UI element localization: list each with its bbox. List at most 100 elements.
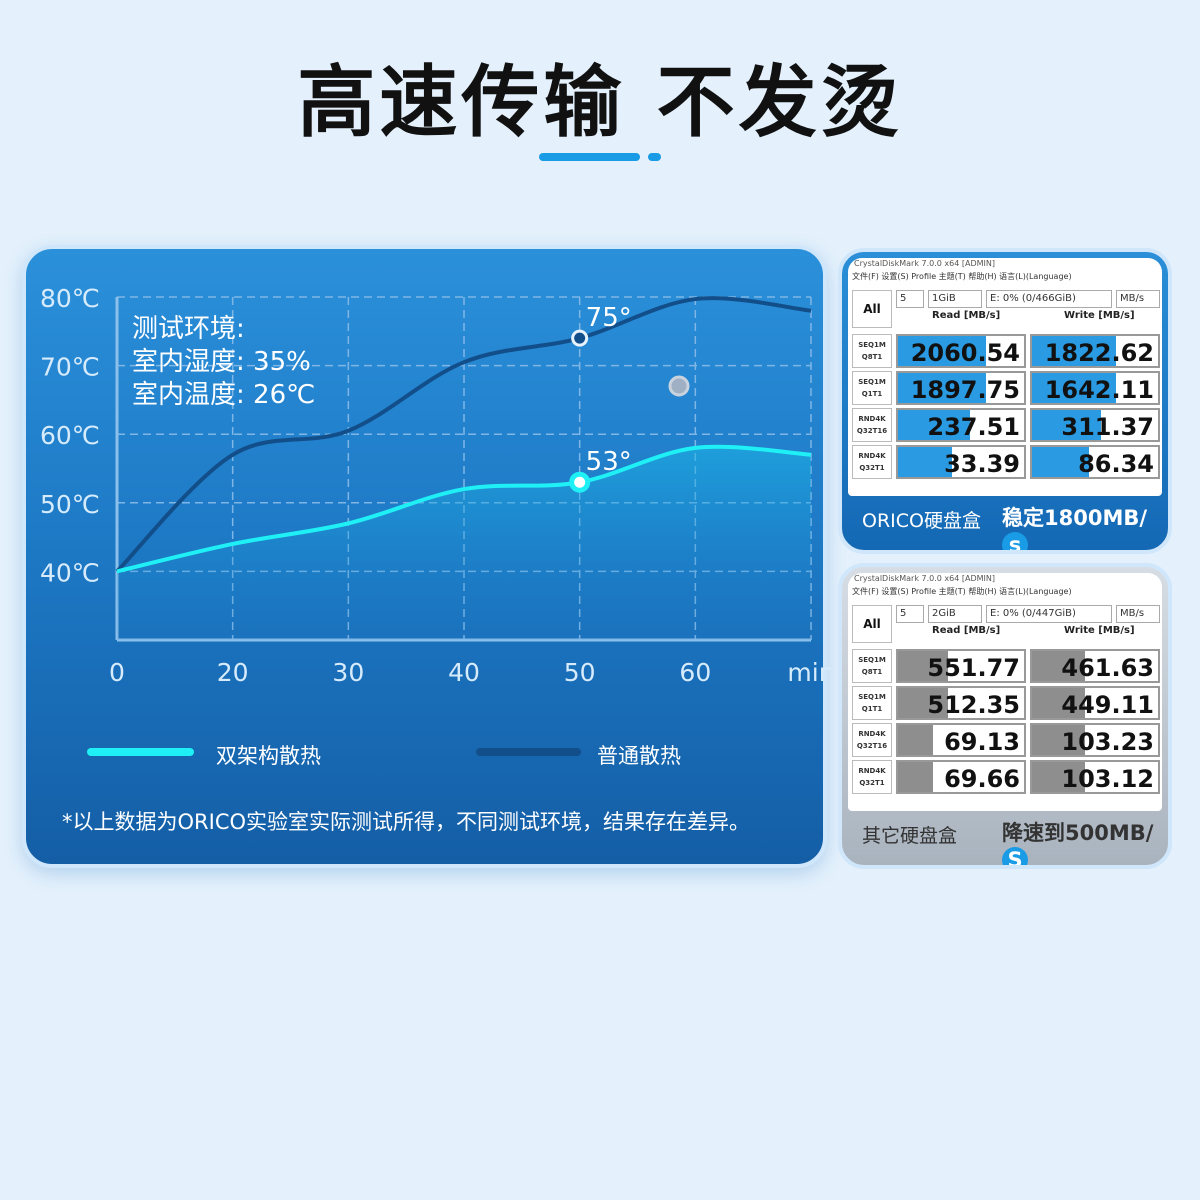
- test-queue: Q32T16: [856, 427, 888, 435]
- read-result: 2060.54: [896, 334, 1026, 368]
- read-bar: [898, 688, 949, 718]
- footer-claim: 稳定1800MB/s: [1002, 502, 1168, 550]
- write-result: 461.63: [1030, 649, 1160, 683]
- write-bar: [1032, 373, 1117, 403]
- legend-dual: 双架构散热: [216, 744, 321, 768]
- x-tick-label: 30: [332, 658, 364, 687]
- read-value: 69.66: [944, 765, 1020, 793]
- all-button[interactable]: All: [852, 290, 892, 328]
- drive-select[interactable]: E: 0% (0/466GiB): [986, 290, 1112, 308]
- write-bar: [1032, 762, 1085, 792]
- size-select[interactable]: 1GiB: [928, 290, 982, 308]
- speed-claim: 稳定1800MB/: [1002, 506, 1148, 530]
- count-select[interactable]: 5: [896, 290, 924, 308]
- size-select[interactable]: 2GiB: [928, 605, 982, 623]
- y-tick-label: 70℃: [40, 353, 100, 382]
- read-result: 69.13: [896, 723, 1026, 757]
- x-tick-label: 40: [448, 658, 480, 687]
- read-result: 237.51: [896, 408, 1026, 442]
- series-line-dual: [116, 444, 812, 574]
- read-value: 1897.75: [910, 376, 1020, 404]
- read-value: 237.51: [927, 413, 1020, 441]
- test-name: RND4K: [858, 415, 886, 423]
- env-label: 测试环境:: [132, 314, 245, 344]
- read-bar: [898, 651, 949, 681]
- write-result: 449.11: [1030, 686, 1160, 720]
- test-name: SEQ1M: [858, 656, 886, 664]
- window-title: CrystalDiskMark 7.0.0 x64 [ADMIN]: [854, 259, 995, 268]
- legend-normal: 普通散热: [597, 744, 681, 768]
- test-queue: Q1T1: [861, 705, 883, 713]
- test-queue: Q8T1: [861, 353, 883, 361]
- test-name: SEQ1M: [858, 341, 886, 349]
- read-result: 1897.75: [896, 371, 1026, 405]
- read-bar: [898, 336, 987, 366]
- point-normal-50: [571, 329, 589, 347]
- series-line-normal: [115, 296, 812, 573]
- read-result: 551.77: [896, 649, 1026, 683]
- legend-swatch-dual: [87, 748, 194, 756]
- menu-bar[interactable]: 文件(F) 设置(S) Profile 主题(T) 帮助(H) 语言(L)(La…: [852, 272, 1072, 281]
- read-value: 33.39: [944, 450, 1020, 478]
- write-bar: [1032, 410, 1102, 440]
- count-select[interactable]: 5: [896, 605, 924, 623]
- read-bar: [898, 725, 934, 755]
- title-underline-dot: [648, 153, 661, 161]
- read-value: 551.77: [927, 654, 1020, 682]
- orico-benchmark: CrystalDiskMark 7.0.0 x64 [ADMIN] 文件(F) …: [838, 248, 1172, 554]
- write-bar: [1032, 725, 1085, 755]
- crystaldiskmark-window: CrystalDiskMark 7.0.0 x64 [ADMIN] 文件(F) …: [848, 258, 1162, 496]
- test-queue: Q32T1: [859, 779, 885, 787]
- write-value: 311.37: [1061, 413, 1154, 441]
- annotation-label: 53°: [586, 447, 632, 477]
- crystaldiskmark-window: CrystalDiskMark 7.0.0 x64 [ADMIN] 文件(F) …: [848, 573, 1162, 811]
- write-bar: [1032, 688, 1085, 718]
- write-value: 1642.11: [1044, 376, 1154, 404]
- x-tick-label: 60: [679, 658, 711, 687]
- read-value: 512.35: [927, 691, 1020, 719]
- speed-claim: 降速到500MB/: [1002, 821, 1154, 845]
- write-result: 1822.62: [1030, 334, 1160, 368]
- test-environment: 测试环境: 室内湿度: 35% 室内温度: 26℃: [132, 313, 315, 412]
- all-button[interactable]: All: [852, 605, 892, 643]
- read-bar: [898, 447, 953, 477]
- write-value: 86.34: [1078, 450, 1154, 478]
- title-underline: [539, 153, 640, 161]
- write-value: 103.12: [1061, 765, 1154, 793]
- drive-select[interactable]: E: 0% (0/447GiB): [986, 605, 1112, 623]
- env-humidity: 室内湿度: 35%: [132, 347, 311, 377]
- read-value: 69.13: [944, 728, 1020, 756]
- test-queue: Q8T1: [861, 668, 883, 676]
- decorative-dot: [668, 375, 690, 397]
- write-bar: [1032, 447, 1089, 477]
- read-value: 2060.54: [910, 339, 1020, 367]
- footnote: *以上数据为ORICO实验室实际测试所得，不同测试环境，结果存在差异。: [62, 810, 751, 834]
- footer-brand: 其它硬盘盒: [862, 825, 958, 847]
- read-bar: [898, 762, 934, 792]
- write-result: 86.34: [1030, 445, 1160, 479]
- read-result: 69.66: [896, 760, 1026, 794]
- y-tick-label: 80℃: [40, 284, 100, 313]
- write-value: 461.63: [1061, 654, 1154, 682]
- page-title: 高速传输 不发烫: [297, 58, 903, 148]
- dual-area: [117, 446, 811, 640]
- write-header: Write [MB/s]: [1064, 625, 1135, 636]
- test-label: SEQ1M Q1T1: [852, 686, 892, 720]
- write-header: Write [MB/s]: [1064, 310, 1135, 321]
- temperature-chart: 80℃ 70℃ 60℃ 50℃ 40℃ 0 20 30 40 50 60 min 75° 53°: [40, 284, 830, 687]
- read-result: 512.35: [896, 686, 1026, 720]
- test-label: SEQ1M Q8T1: [852, 334, 892, 368]
- write-result: 103.23: [1030, 723, 1160, 757]
- write-bar: [1032, 336, 1117, 366]
- y-tick-label: 50℃: [40, 490, 100, 519]
- test-queue: Q32T16: [856, 742, 888, 750]
- footer-brand: ORICO硬盘盒: [862, 510, 981, 532]
- test-label: RND4K Q32T16: [852, 408, 892, 442]
- read-header: Read [MB/s]: [932, 625, 1001, 636]
- menu-bar[interactable]: 文件(F) 设置(S) Profile 主题(T) 帮助(H) 语言(L)(La…: [852, 587, 1072, 596]
- unit-select[interactable]: MB/s: [1116, 605, 1160, 623]
- read-bar: [898, 373, 987, 403]
- unit-select[interactable]: MB/s: [1116, 290, 1160, 308]
- test-name: RND4K: [858, 767, 886, 775]
- speed-unit-badge: S: [1002, 847, 1028, 865]
